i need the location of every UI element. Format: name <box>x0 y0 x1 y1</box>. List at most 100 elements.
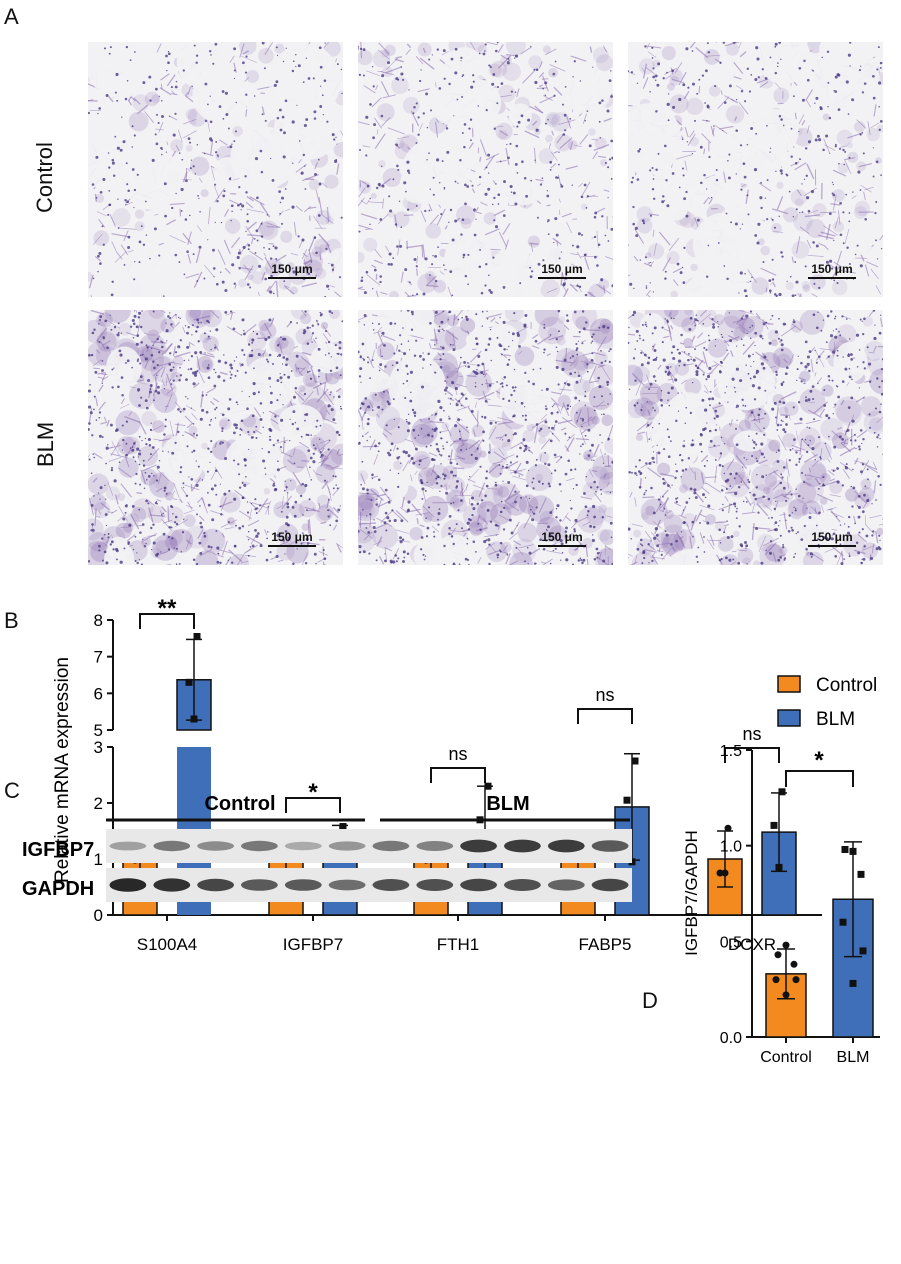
significance-bracket <box>577 708 633 724</box>
y-tick-label: 6 <box>94 684 103 703</box>
x-tick-label: Control <box>760 1049 812 1066</box>
data-point <box>577 830 585 838</box>
data-point <box>336 831 344 839</box>
significance-label: ns <box>448 744 467 764</box>
data-point <box>841 845 849 853</box>
bar-blm <box>614 806 650 916</box>
blot-band-gapdh <box>547 879 585 891</box>
scale-bar: 150 μm <box>268 262 316 279</box>
bar-blm <box>467 833 503 916</box>
bar-control <box>765 973 807 1038</box>
scale-bar-line <box>268 277 316 279</box>
data-point <box>774 951 782 959</box>
row-label-blm: BLM <box>33 421 58 467</box>
blot-band-igfbp7 <box>284 841 322 851</box>
y-tick-label: 3 <box>94 738 103 757</box>
protein-label-igfbp7: IGFBP7 <box>22 839 94 861</box>
bar-blm <box>761 831 797 916</box>
significance-bracket <box>430 767 486 783</box>
bar-blm-upper <box>176 679 212 731</box>
scale-bar: 150 μm <box>808 262 856 279</box>
blot-band-igfbp7 <box>547 839 585 853</box>
blot-band-gapdh <box>197 878 235 892</box>
significance-label: * <box>814 747 824 774</box>
data-point <box>430 833 438 841</box>
data-point <box>136 873 144 881</box>
data-point <box>790 960 798 968</box>
y-tick-label: 2 <box>94 794 103 813</box>
scale-bar: 150 μm <box>808 530 856 547</box>
blot-band-igfbp7 <box>460 839 497 853</box>
significance-bracket <box>139 613 195 629</box>
significance-label: * <box>308 779 318 806</box>
y-tick-label: 0.0 <box>720 1030 742 1047</box>
data-point <box>775 863 783 871</box>
data-point <box>859 947 867 955</box>
data-point <box>422 856 430 864</box>
scale-bar-label: 150 μm <box>541 262 583 276</box>
micrograph-blm-3: 150 μm <box>628 310 883 565</box>
data-point <box>628 858 636 866</box>
scale-bar-label: 150 μm <box>271 530 313 544</box>
micrograph-texture <box>628 310 883 565</box>
blot-band-igfbp7 <box>241 840 278 852</box>
panel-letter-b: B <box>4 608 19 633</box>
y-tick-label: 0.5 <box>720 934 742 951</box>
data-point <box>190 715 198 723</box>
data-point <box>631 757 639 765</box>
y-tick-label: 0 <box>94 906 103 925</box>
blot-band-igfbp7 <box>153 840 191 852</box>
scale-bar: 150 μm <box>268 530 316 547</box>
bar-control <box>268 858 304 916</box>
x-tick-label: FABP5 <box>579 935 632 954</box>
row-label-control: Control <box>32 142 57 213</box>
significance-label: ns <box>595 685 614 705</box>
panel-letter-d: D <box>642 988 658 1013</box>
y-tick-label: 5 <box>94 721 103 740</box>
scale-bar-line <box>538 545 586 547</box>
data-point <box>484 782 492 790</box>
data-point <box>131 856 139 864</box>
scale-bar-label: 150 μm <box>811 530 853 544</box>
legend-label-control: Control <box>816 675 877 696</box>
micrograph-texture <box>88 310 343 565</box>
data-point <box>770 821 778 829</box>
data-point <box>282 867 290 875</box>
blot-band-igfbp7 <box>416 841 454 851</box>
data-point <box>193 633 201 640</box>
significance-bracket <box>285 797 341 813</box>
scale-bar-line <box>808 277 856 279</box>
bar-control <box>122 858 158 916</box>
data-point <box>716 869 724 877</box>
scale-bar-line <box>808 545 856 547</box>
blot-band-gapdh <box>591 878 629 892</box>
scale-bar-label: 150 μm <box>541 530 583 544</box>
scale-bar-line <box>538 277 586 279</box>
y-axis-label: IGFBP7/GAPDH <box>682 830 701 956</box>
scale-bar-label: 150 μm <box>271 262 313 276</box>
data-point <box>772 976 780 984</box>
data-point <box>849 847 857 855</box>
x-tick-label: DCXR <box>728 935 776 954</box>
bar-blm <box>322 830 358 916</box>
bar-control <box>413 858 449 916</box>
x-tick-label: BLM <box>837 1049 870 1066</box>
significance-label: ns <box>742 724 761 744</box>
data-point <box>476 816 484 824</box>
data-point <box>427 877 435 885</box>
blot-band-gapdh <box>284 879 322 891</box>
data-point <box>782 941 790 949</box>
micrograph-control-3: 150 μm <box>628 42 883 297</box>
data-point <box>849 979 857 987</box>
y-tick-label: 1 <box>94 850 103 869</box>
panel-letter-c: C <box>4 778 20 803</box>
blot-band-gapdh <box>241 879 278 891</box>
micrograph-blm-1: 150 μm <box>88 310 343 565</box>
x-tick-label: S100A4 <box>137 935 198 954</box>
significance-label: ** <box>158 595 177 622</box>
data-point <box>481 880 489 888</box>
data-point <box>277 855 285 863</box>
significance-bracket <box>724 747 780 763</box>
data-point <box>623 796 631 804</box>
x-tick-label: FTH1 <box>437 935 480 954</box>
